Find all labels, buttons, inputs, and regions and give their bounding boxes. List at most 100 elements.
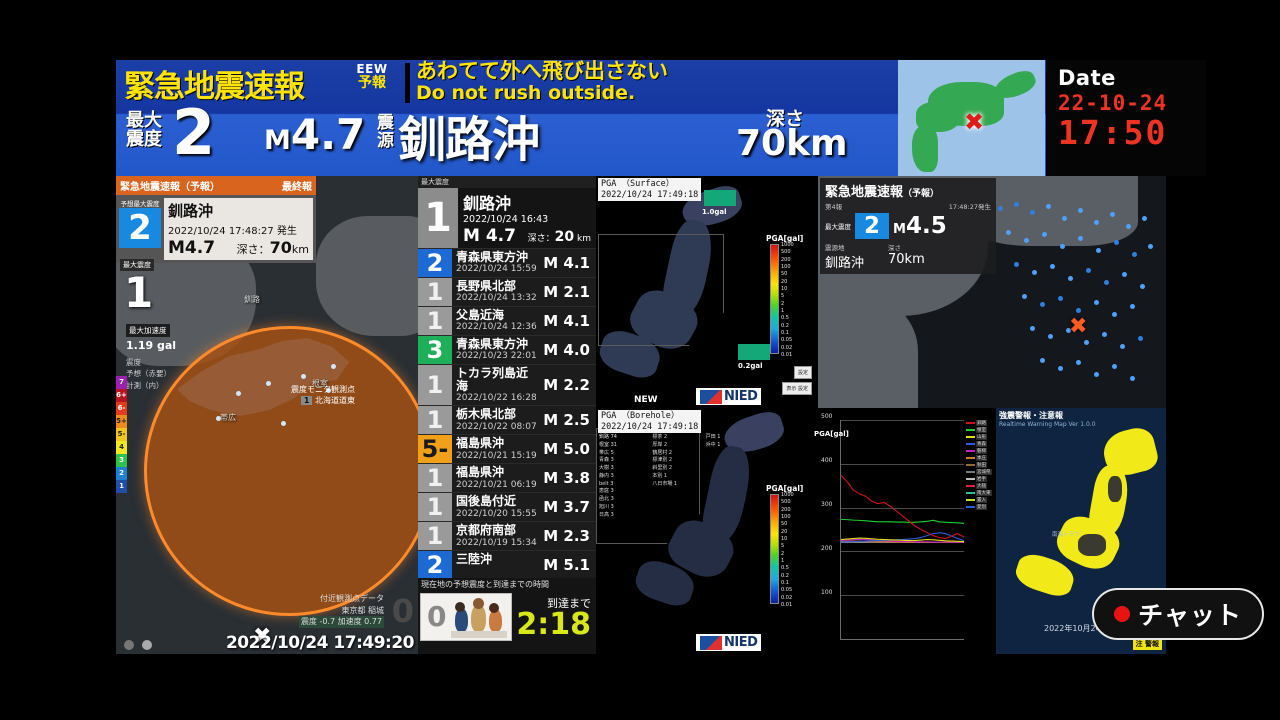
- magnitude-value: 4.7: [290, 110, 366, 159]
- borehole-station-entry: [706, 473, 759, 481]
- quake-intensity-badge: 5-: [418, 435, 452, 464]
- quake-location: 京都府南部: [456, 523, 517, 538]
- quake-list-item[interactable]: 1 父島近海 2022/10/24 12:36 M 4.1: [418, 307, 596, 336]
- pga-station-label-high: 1.0gal: [702, 208, 727, 216]
- quake-magnitude: M 2.1: [543, 283, 590, 301]
- quake-list-item[interactable]: 1 福島県沖 2022/10/21 06:19 M 3.8: [418, 464, 596, 494]
- chart-legend-item[interactable]: 秋田: [966, 462, 994, 468]
- borehole-station-entry: 帯広 5: [599, 449, 614, 456]
- map-wave-circle: [144, 326, 418, 616]
- nied-pga-borehole-panel[interactable]: PGA （Borehole） 2022/10/24 17:49:18 釧路 74…: [596, 408, 814, 654]
- chart-legend-swatch: [966, 422, 975, 424]
- pga-timeseries-chart[interactable]: 100 200 300 400 500 PGA[gal] 釧路 根室 山形 青森 磐梯 本庄 秋田宮…: [814, 408, 996, 654]
- quake-time: 2022/10/21 06:19: [456, 479, 537, 490]
- warning-map-badge: 注 警報: [1132, 638, 1162, 650]
- borehole-station-entry: [706, 488, 759, 496]
- chart-legend-swatch: [966, 492, 975, 494]
- hokkaido-station-dot: [1142, 216, 1147, 221]
- pga-borehole-caption: PGA （Borehole） 2022/10/24 17:49:18: [598, 410, 702, 434]
- chart-legend-item[interactable]: 大槌: [966, 483, 994, 489]
- scale-step: 7: [116, 376, 127, 389]
- nearby-station-footer: 付近観測点データ 東京都 稲城 震度 -0.7 加速度 0.77: [298, 593, 384, 628]
- eew-abbr-line2: 予報: [358, 74, 386, 91]
- countdown-arrival-label: 到達まで: [547, 596, 591, 610]
- quake-list-item[interactable]: 1 トカラ列島近海 2022/10/22 16:28 M 2.2: [418, 365, 596, 407]
- chart-y-axis-label: PGA[gal]: [814, 430, 849, 438]
- max-intensity-label: 最大 震度: [126, 111, 168, 150]
- borehole-station-entry: 根室 31: [599, 441, 617, 448]
- chart-legend-item[interactable]: 本庄: [966, 455, 994, 461]
- quake-location: 青森県東方沖: [456, 337, 529, 351]
- quake-list-item[interactable]: 1 長野県北部 2022/10/24 13:32 M 2.1: [418, 278, 596, 307]
- main-intensity-map[interactable]: 帯広 釧路 根室 ✖ 緊急地震速報（予報） 最終報 予想最大震度 2 釧路沖 2…: [116, 176, 418, 654]
- quake-location: 福島県沖: [456, 465, 505, 480]
- intensity-scale-legend: 7 6+ 6- 5+ 5- 4 3 2 1: [116, 376, 127, 493]
- recent-quake-list[interactable]: 最大震度 1 釧路沖 2022/10/24 16:43 M 4.7 深さ：20 km 2 青…: [418, 176, 596, 654]
- chart-legend-item[interactable]: 置入: [966, 497, 994, 503]
- scale-step: 4: [116, 441, 127, 454]
- quake-list-item[interactable]: 2 三陸沖 M 5.1: [418, 551, 596, 581]
- chat-overlay-button[interactable]: チャット: [1092, 588, 1264, 640]
- hokkaido-station-dot: [1086, 268, 1091, 273]
- borehole-station-entry: 鶴居村 2: [652, 449, 673, 456]
- chart-legend-item[interactable]: 磐梯: [966, 448, 994, 454]
- map-eew-card-header: 緊急地震速報（予報） 最終報: [116, 176, 316, 195]
- chart-legend-item[interactable]: 根室: [966, 427, 994, 433]
- quake-list-item[interactable]: 3 青森県東方沖 2022/10/23 22:01 M 4.0: [418, 336, 596, 365]
- chart-legend-swatch: [966, 450, 975, 452]
- pga-surface-legend-title: PGA[gal]: [766, 234, 804, 243]
- acceleration-sub-title: 震度: [126, 358, 141, 367]
- hokkaido-eew-origin-time: 17:48:27発生: [948, 203, 991, 211]
- hokkaido-station-dot: [1126, 224, 1131, 229]
- map-land-ne: [316, 216, 418, 336]
- map-settings-button[interactable]: [142, 640, 152, 650]
- monitor-station-row: 1 北海道道東: [291, 395, 355, 406]
- borehole-station-entry: 厚岸 2: [652, 441, 668, 448]
- quake-list-item[interactable]: 1 栃木県北部 2022/10/22 08:07 M 2.5: [418, 406, 596, 436]
- chart-legend-item[interactable]: 釧路: [966, 420, 994, 426]
- map-place-label: 根室: [312, 379, 328, 388]
- magnitude-display: M4.7: [264, 110, 365, 159]
- quake-magnitude: M 4.1: [543, 254, 590, 272]
- hokkaido-station-dot: [1140, 284, 1145, 289]
- chart-legend-swatch: [966, 464, 975, 466]
- quake-list-item[interactable]: 1 京都府南部 2022/10/19 15:34 M 2.3: [418, 522, 596, 552]
- quake-list-item[interactable]: 1 釧路沖 2022/10/24 16:43 M 4.7 深さ：20 km: [418, 188, 596, 249]
- warning-map-gap-north: [1108, 476, 1122, 502]
- quake-list-item[interactable]: 5- 福島県沖 2022/10/21 15:19 M 5.0: [418, 435, 596, 465]
- observed-intensity-value: 1: [124, 268, 154, 317]
- hokkaido-eew-midrow: 最大震度 2 M4.5: [825, 213, 991, 239]
- map-eew-location: 釧路沖: [168, 202, 214, 220]
- quake-featured-body: 釧路沖 2022/10/24 16:43 M 4.7 深さ：20 km: [458, 188, 596, 248]
- quake-location: 釧路沖: [463, 194, 512, 213]
- depth-display: 深さ 70km: [736, 104, 848, 164]
- hokkaido-eew-panel[interactable]: ✖ 緊急地震速報（予報） 第4報 17:48:27発生 最大震度 2 M4.5 …: [818, 176, 1166, 408]
- quake-time: 2022/10/24 15:59: [456, 264, 537, 275]
- hokkaido-station-dot: [1040, 302, 1045, 307]
- chart-legend-item[interactable]: 宮城県: [966, 469, 994, 475]
- chart-legend-item[interactable]: 南大東: [966, 490, 994, 496]
- quake-list-item[interactable]: 1 国後島付近 2022/10/20 15:55 M 3.7: [418, 493, 596, 523]
- chart-legend-item[interactable]: 愛別: [966, 504, 994, 510]
- nied-settings-button[interactable]: 設定: [793, 366, 812, 379]
- hokkaido-station-dot: [1076, 308, 1081, 313]
- map-station-dot: [301, 374, 306, 379]
- chart-legend-swatch: [966, 436, 975, 438]
- chart-legend-item[interactable]: 山形: [966, 434, 994, 440]
- nied-pga-surface-panel[interactable]: PGA （Surface） 2022/10/24 17:49:18 1.0gal…: [596, 176, 814, 408]
- borehole-station-entry: 標津別 2: [652, 457, 673, 464]
- chart-legend-item[interactable]: 岩手: [966, 476, 994, 482]
- hokkaido-station-dot: [998, 206, 1003, 211]
- map-eew-card-header-left: 緊急地震速報（予報）: [120, 182, 220, 193]
- chart-legend-item[interactable]: 青森: [966, 441, 994, 447]
- hokkaido-station-dot: [1078, 236, 1083, 241]
- map-station-dot: [216, 416, 221, 421]
- chart-lines: [841, 420, 964, 543]
- hokkaido-station-dot: [1078, 208, 1083, 213]
- borehole-station-entry: [652, 496, 705, 504]
- hokkaido-station-dot: [1048, 334, 1053, 339]
- quake-list-item[interactable]: 2 青森県東方沖 2022/10/24 15:59 M 4.1: [418, 249, 596, 278]
- quake-magnitude: M 4.1: [543, 312, 590, 330]
- nied-display-settings-button[interactable]: 表示 設定: [782, 382, 812, 395]
- map-control-button[interactable]: [124, 640, 134, 650]
